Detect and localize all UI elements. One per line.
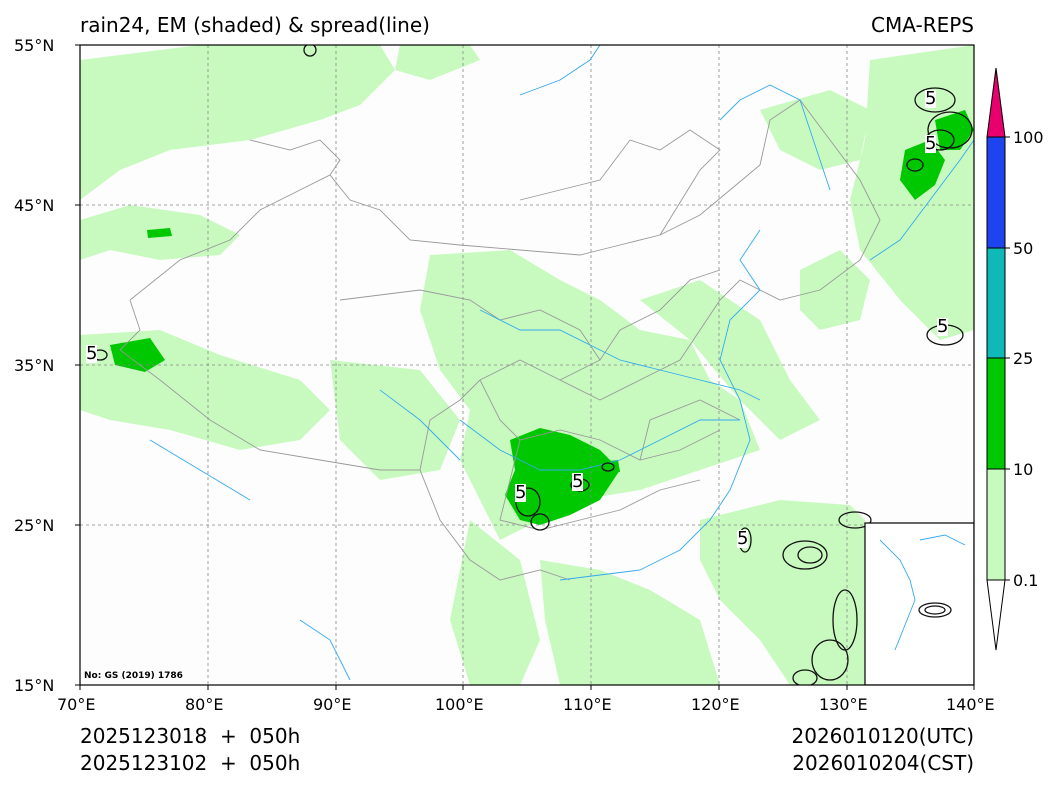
colorbar-band-25 (986, 357, 1006, 470)
contour-label: 5 (737, 528, 749, 549)
lon-label-70e: 70°E (57, 695, 96, 714)
lat-label-15n: 15°N (14, 676, 55, 695)
colorbar-over-triangle (986, 67, 1006, 138)
contour-label: 5 (86, 343, 98, 364)
map-approval-note: No: GS (2019) 1786 (84, 671, 183, 681)
colorbar-label-100: 100 (1013, 128, 1044, 147)
lon-label-90e: 90°E (313, 695, 352, 714)
contour-label: 5 (515, 482, 527, 503)
borders (119, 99, 881, 581)
lon-ticks (79, 685, 975, 690)
map-content (80, 45, 974, 685)
lon-label-130e: 130°E (819, 695, 868, 714)
lat-label-45n: 45°N (14, 196, 55, 215)
init-time-cst: 2025123102 + 050h (80, 751, 301, 775)
lat-label-35n: 35°N (14, 356, 55, 375)
contour-label: 5 (572, 471, 584, 492)
contour-label: 5 (937, 316, 949, 337)
colorbar-band-50 (986, 247, 1006, 359)
model-name: CMA-REPS (871, 13, 974, 37)
colorbar-label-0-1: 0.1 (1013, 571, 1039, 590)
rivers-coastlines (149, 45, 974, 681)
lon-label-110e: 110°E (563, 695, 612, 714)
valid-time-utc: 2026010120(UTC) (791, 724, 975, 748)
spread-contours (92, 45, 973, 685)
colorbar-band-10 (986, 468, 1006, 581)
init-time-utc: 2025123018 + 050h (80, 724, 301, 748)
lat-label-25n: 25°N (14, 516, 55, 535)
south-china-sea-inset (864, 522, 974, 685)
contour-label: 5 (925, 88, 937, 109)
colorbar (986, 67, 1010, 651)
contour-label: 5 (925, 133, 937, 154)
colorbar-label-10: 10 (1013, 460, 1034, 479)
lon-label-80e: 80°E (185, 695, 224, 714)
colorbar-label-25: 25 (1013, 349, 1034, 368)
lat-ticks (75, 44, 80, 686)
colorbar-label-50: 50 (1013, 239, 1034, 258)
valid-time-cst: 2026010204(CST) (792, 751, 974, 775)
lon-label-100e: 100°E (435, 695, 484, 714)
colorbar-band-100 (986, 136, 1006, 249)
lat-label-55n: 55°N (14, 36, 55, 55)
colorbar-under-triangle (986, 579, 1006, 651)
lon-label-140e: 140°E (946, 695, 995, 714)
plot-title: rain24, EM (shaded) & spread(line) (80, 13, 430, 37)
lon-label-120e: 120°E (691, 695, 740, 714)
